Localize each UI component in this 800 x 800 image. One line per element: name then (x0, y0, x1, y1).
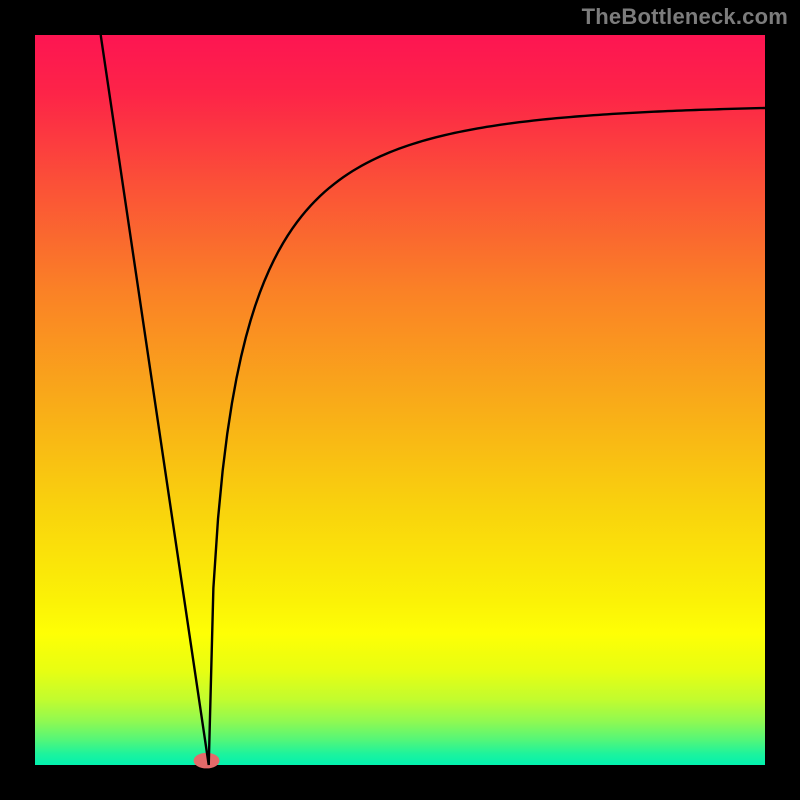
chart-stage: TheBottleneck.com (0, 0, 800, 800)
chart-svg (0, 0, 800, 800)
watermark-text: TheBottleneck.com (582, 4, 788, 30)
plot-background (35, 35, 765, 765)
